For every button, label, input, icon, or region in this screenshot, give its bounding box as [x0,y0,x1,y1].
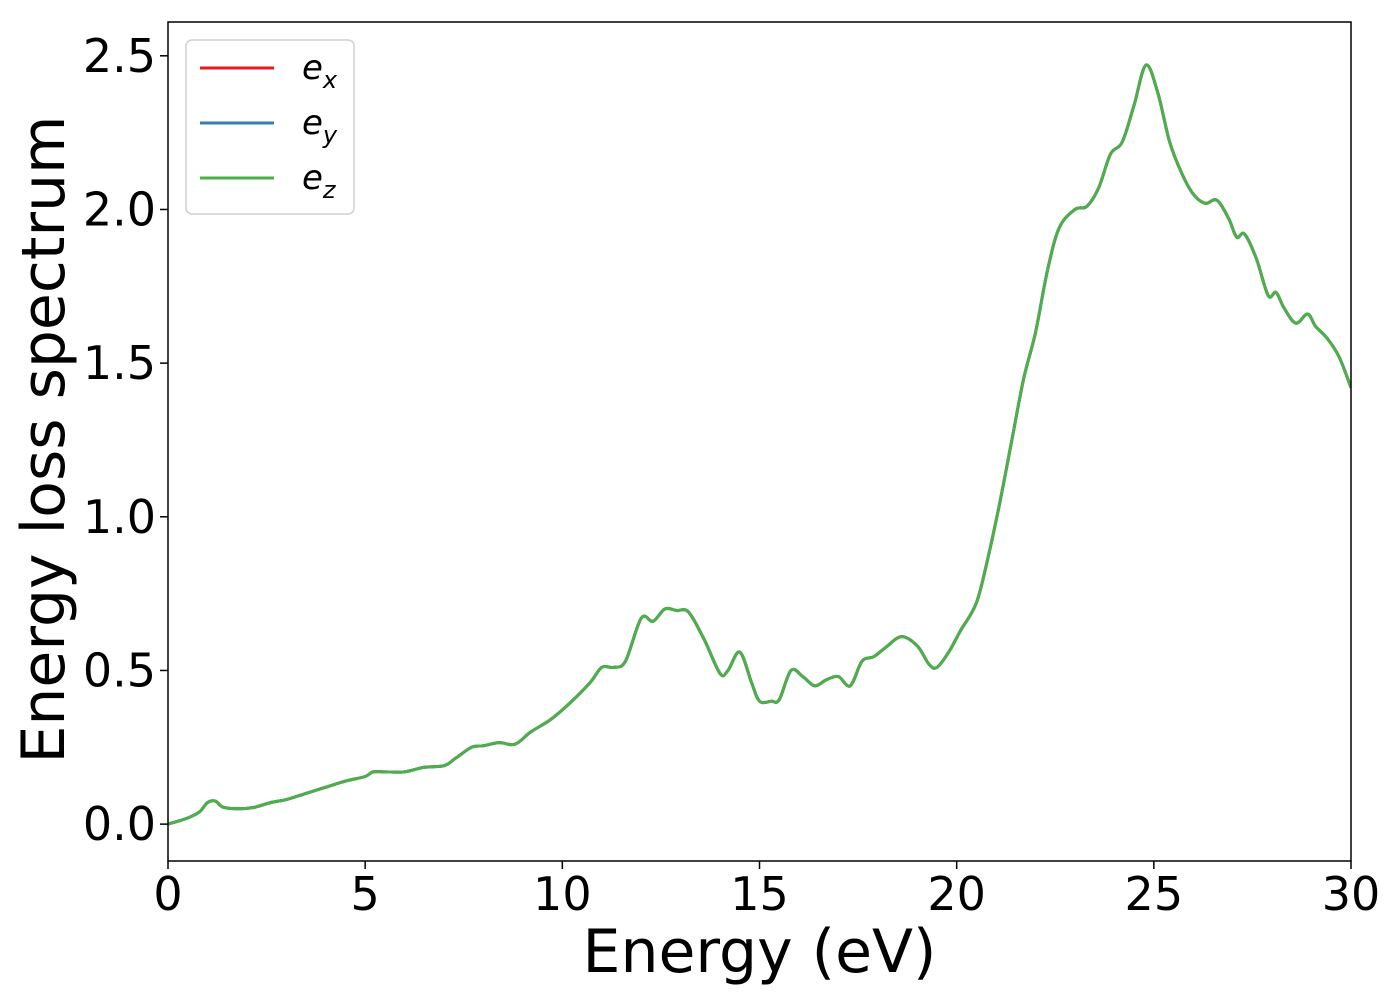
legend-label-ey: ey [302,103,338,149]
y-tick-label: 2.5 [83,29,156,83]
x-tick-label: 20 [927,867,986,921]
x-tick-label: 5 [351,867,380,921]
x-tick-label: 0 [153,867,182,921]
y-axis-label: Energy loss spectrum [9,115,79,763]
series-line-ez [168,63,1351,826]
x-tick-label: 15 [730,867,789,921]
x-axis-label: Energy (eV) [583,917,937,987]
x-tick-label: 10 [533,867,592,921]
x-axis-ticks: 0 5 10 15 20 25 30 [153,861,1380,921]
legend-label-ex: ex [302,48,338,94]
legend-box [185,39,355,215]
legend-label-ez: ez [302,158,337,204]
y-tick-label: 1.0 [83,490,156,544]
y-tick-label: 0.5 [83,643,156,697]
legend: ex ey ez [185,39,355,215]
x-tick-label: 25 [1125,867,1184,921]
y-tick-label: 0.0 [83,797,156,851]
y-axis-ticks: 0.0 0.5 1.0 1.5 2.0 2.5 [83,29,168,851]
y-tick-label: 1.5 [83,336,156,390]
series-layer [168,63,1351,826]
y-tick-label: 2.0 [83,182,156,236]
x-tick-label: 30 [1322,867,1381,921]
